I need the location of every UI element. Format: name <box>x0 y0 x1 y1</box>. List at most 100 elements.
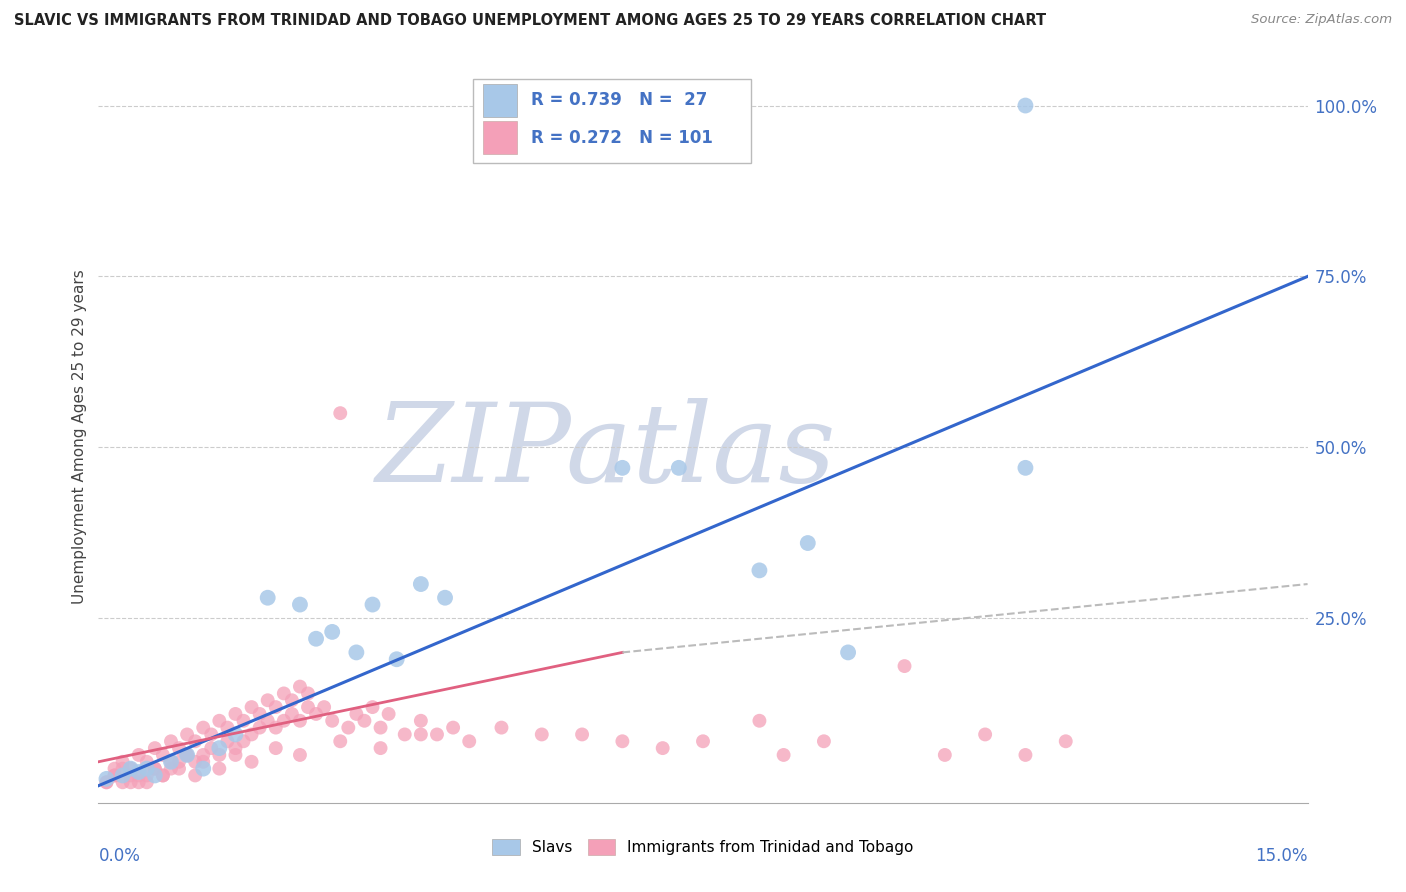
Y-axis label: Unemployment Among Ages 25 to 29 years: Unemployment Among Ages 25 to 29 years <box>72 269 87 605</box>
Point <box>256 714 278 728</box>
Point <box>232 714 254 728</box>
Point <box>281 693 304 707</box>
Point <box>160 755 183 769</box>
Point <box>120 762 142 776</box>
Point <box>305 706 328 721</box>
Point <box>160 734 183 748</box>
Point <box>530 727 553 741</box>
Point <box>337 721 360 735</box>
Point <box>361 598 384 612</box>
Text: ZIPatlas: ZIPatlas <box>375 398 837 506</box>
Point <box>1014 98 1036 112</box>
Point <box>135 755 157 769</box>
Point <box>143 741 166 756</box>
Point <box>208 741 231 756</box>
Point <box>329 734 352 748</box>
Point <box>152 768 174 782</box>
Point <box>571 727 593 741</box>
Point <box>264 700 287 714</box>
Point <box>193 762 215 776</box>
Point <box>491 721 513 735</box>
Point <box>184 768 207 782</box>
Point <box>152 768 174 782</box>
Point <box>297 700 319 714</box>
Point <box>361 700 384 714</box>
Point <box>111 762 134 776</box>
Point <box>748 563 770 577</box>
Point <box>135 775 157 789</box>
Point <box>797 536 820 550</box>
Point <box>321 624 343 639</box>
Point <box>176 747 198 762</box>
Point <box>321 714 343 728</box>
Text: 0.0%: 0.0% <box>98 847 141 864</box>
Point <box>305 632 328 646</box>
Point <box>344 645 367 659</box>
Point <box>135 762 157 776</box>
Point <box>152 747 174 762</box>
Point <box>167 755 190 769</box>
Point <box>103 768 125 782</box>
Point <box>1054 734 1077 748</box>
FancyBboxPatch shape <box>482 84 517 117</box>
Point <box>370 741 392 756</box>
Point <box>281 706 304 721</box>
Point <box>370 721 392 735</box>
Point <box>249 721 271 735</box>
Point <box>934 747 956 762</box>
Point <box>264 721 287 735</box>
Point <box>143 762 166 776</box>
Point <box>184 755 207 769</box>
Text: R = 0.739   N =  27: R = 0.739 N = 27 <box>531 91 707 109</box>
Point <box>813 734 835 748</box>
Text: 15.0%: 15.0% <box>1256 847 1308 864</box>
Point <box>208 747 231 762</box>
Text: SLAVIC VS IMMIGRANTS FROM TRINIDAD AND TOBAGO UNEMPLOYMENT AMONG AGES 25 TO 29 Y: SLAVIC VS IMMIGRANTS FROM TRINIDAD AND T… <box>14 13 1046 29</box>
Point <box>377 706 399 721</box>
Point <box>111 775 134 789</box>
Point <box>217 721 239 735</box>
Point <box>264 741 287 756</box>
Point <box>200 741 222 756</box>
Point <box>200 727 222 741</box>
Point <box>193 747 215 762</box>
Point <box>772 747 794 762</box>
Point <box>232 734 254 748</box>
Point <box>128 765 150 780</box>
Point <box>96 775 118 789</box>
Point <box>651 741 673 756</box>
Point <box>160 755 183 769</box>
Point <box>143 762 166 776</box>
Point <box>668 460 690 475</box>
Point <box>256 591 278 605</box>
Point <box>1014 460 1036 475</box>
Point <box>111 755 134 769</box>
Point <box>329 406 352 420</box>
Point <box>128 775 150 789</box>
Point <box>409 727 432 741</box>
Point <box>314 700 336 714</box>
Text: Source: ZipAtlas.com: Source: ZipAtlas.com <box>1251 13 1392 27</box>
Point <box>434 591 457 605</box>
Point <box>224 747 246 762</box>
Point <box>224 741 246 756</box>
Point <box>837 645 859 659</box>
Point <box>394 727 416 741</box>
Point <box>273 686 295 700</box>
Point <box>176 747 198 762</box>
Point <box>297 686 319 700</box>
Point <box>111 768 134 782</box>
Point <box>103 762 125 776</box>
Point <box>176 747 198 762</box>
Point <box>160 762 183 776</box>
Point <box>692 734 714 748</box>
Point <box>240 727 263 741</box>
Point <box>128 768 150 782</box>
Point <box>458 734 481 748</box>
Point <box>193 721 215 735</box>
Point <box>193 755 215 769</box>
FancyBboxPatch shape <box>482 121 517 154</box>
Point <box>409 577 432 591</box>
Point <box>288 680 311 694</box>
Point <box>748 714 770 728</box>
